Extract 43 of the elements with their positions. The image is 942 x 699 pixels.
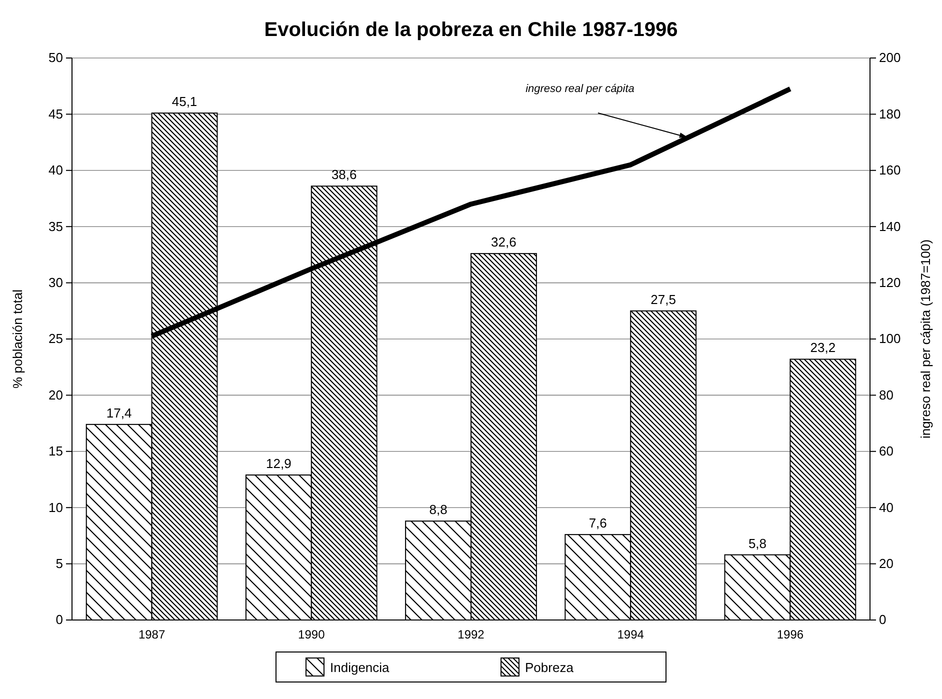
y2-tick-label: 0 [879,612,886,628]
x-tick-label: 1990 [298,628,326,642]
chart-title: Evolución de la pobreza en Chile 1987-1996 [264,19,678,41]
data-label: 5,8 [748,536,767,551]
y-tick-label: 45 [48,106,63,122]
annotation: ingreso real per cápita [526,83,634,95]
y2-tick-label: 20 [879,556,894,571]
legend-label: Pobreza [525,660,574,675]
data-label: 17,4 [106,405,132,420]
data-label: 27,5 [650,292,676,307]
y-tick-label: 35 [48,218,63,234]
data-label: 23,2 [810,340,836,356]
y2-tick-label: 120 [879,274,901,290]
y2-tick-label: 80 [879,387,894,402]
y-tick-label: 0 [56,612,63,628]
y2-tick-label: 160 [879,162,901,178]
y2-tick-label: 140 [879,218,901,234]
legend-label: Indigencia [330,660,390,675]
y2-axis-title: ingreso real per cápita (1987=100) [918,239,933,439]
data-label: 45,1 [172,94,198,110]
x-tick-label: 1992 [458,628,485,642]
y-axis-title: % población total [10,289,25,389]
data-label: 32,6 [491,234,516,250]
x-tick-label: 1994 [617,628,644,642]
y2-tick-label: 40 [879,500,894,515]
y-tick-label: 40 [48,162,63,178]
y-tick-label: 10 [48,500,63,515]
y-tick-label: 30 [48,274,63,290]
data-label: 12,9 [266,456,292,472]
y-tick-label: 50 [48,50,63,66]
y-tick-label: 15 [48,444,63,459]
y2-tick-label: 60 [879,444,894,459]
data-label: 38,6 [331,167,357,182]
y-tick-label: 5 [56,556,63,571]
y2-tick-label: 100 [879,331,901,346]
x-tick-label: 1987 [138,628,166,642]
y2-tick-label: 200 [879,50,901,66]
y-tick-label: 20 [48,387,63,402]
data-label: 8,8 [429,502,448,518]
data-label: 7,6 [588,516,607,531]
y2-tick-label: 180 [879,106,901,122]
y-tick-label: 25 [48,331,63,346]
x-tick-label: 1996 [776,628,804,642]
